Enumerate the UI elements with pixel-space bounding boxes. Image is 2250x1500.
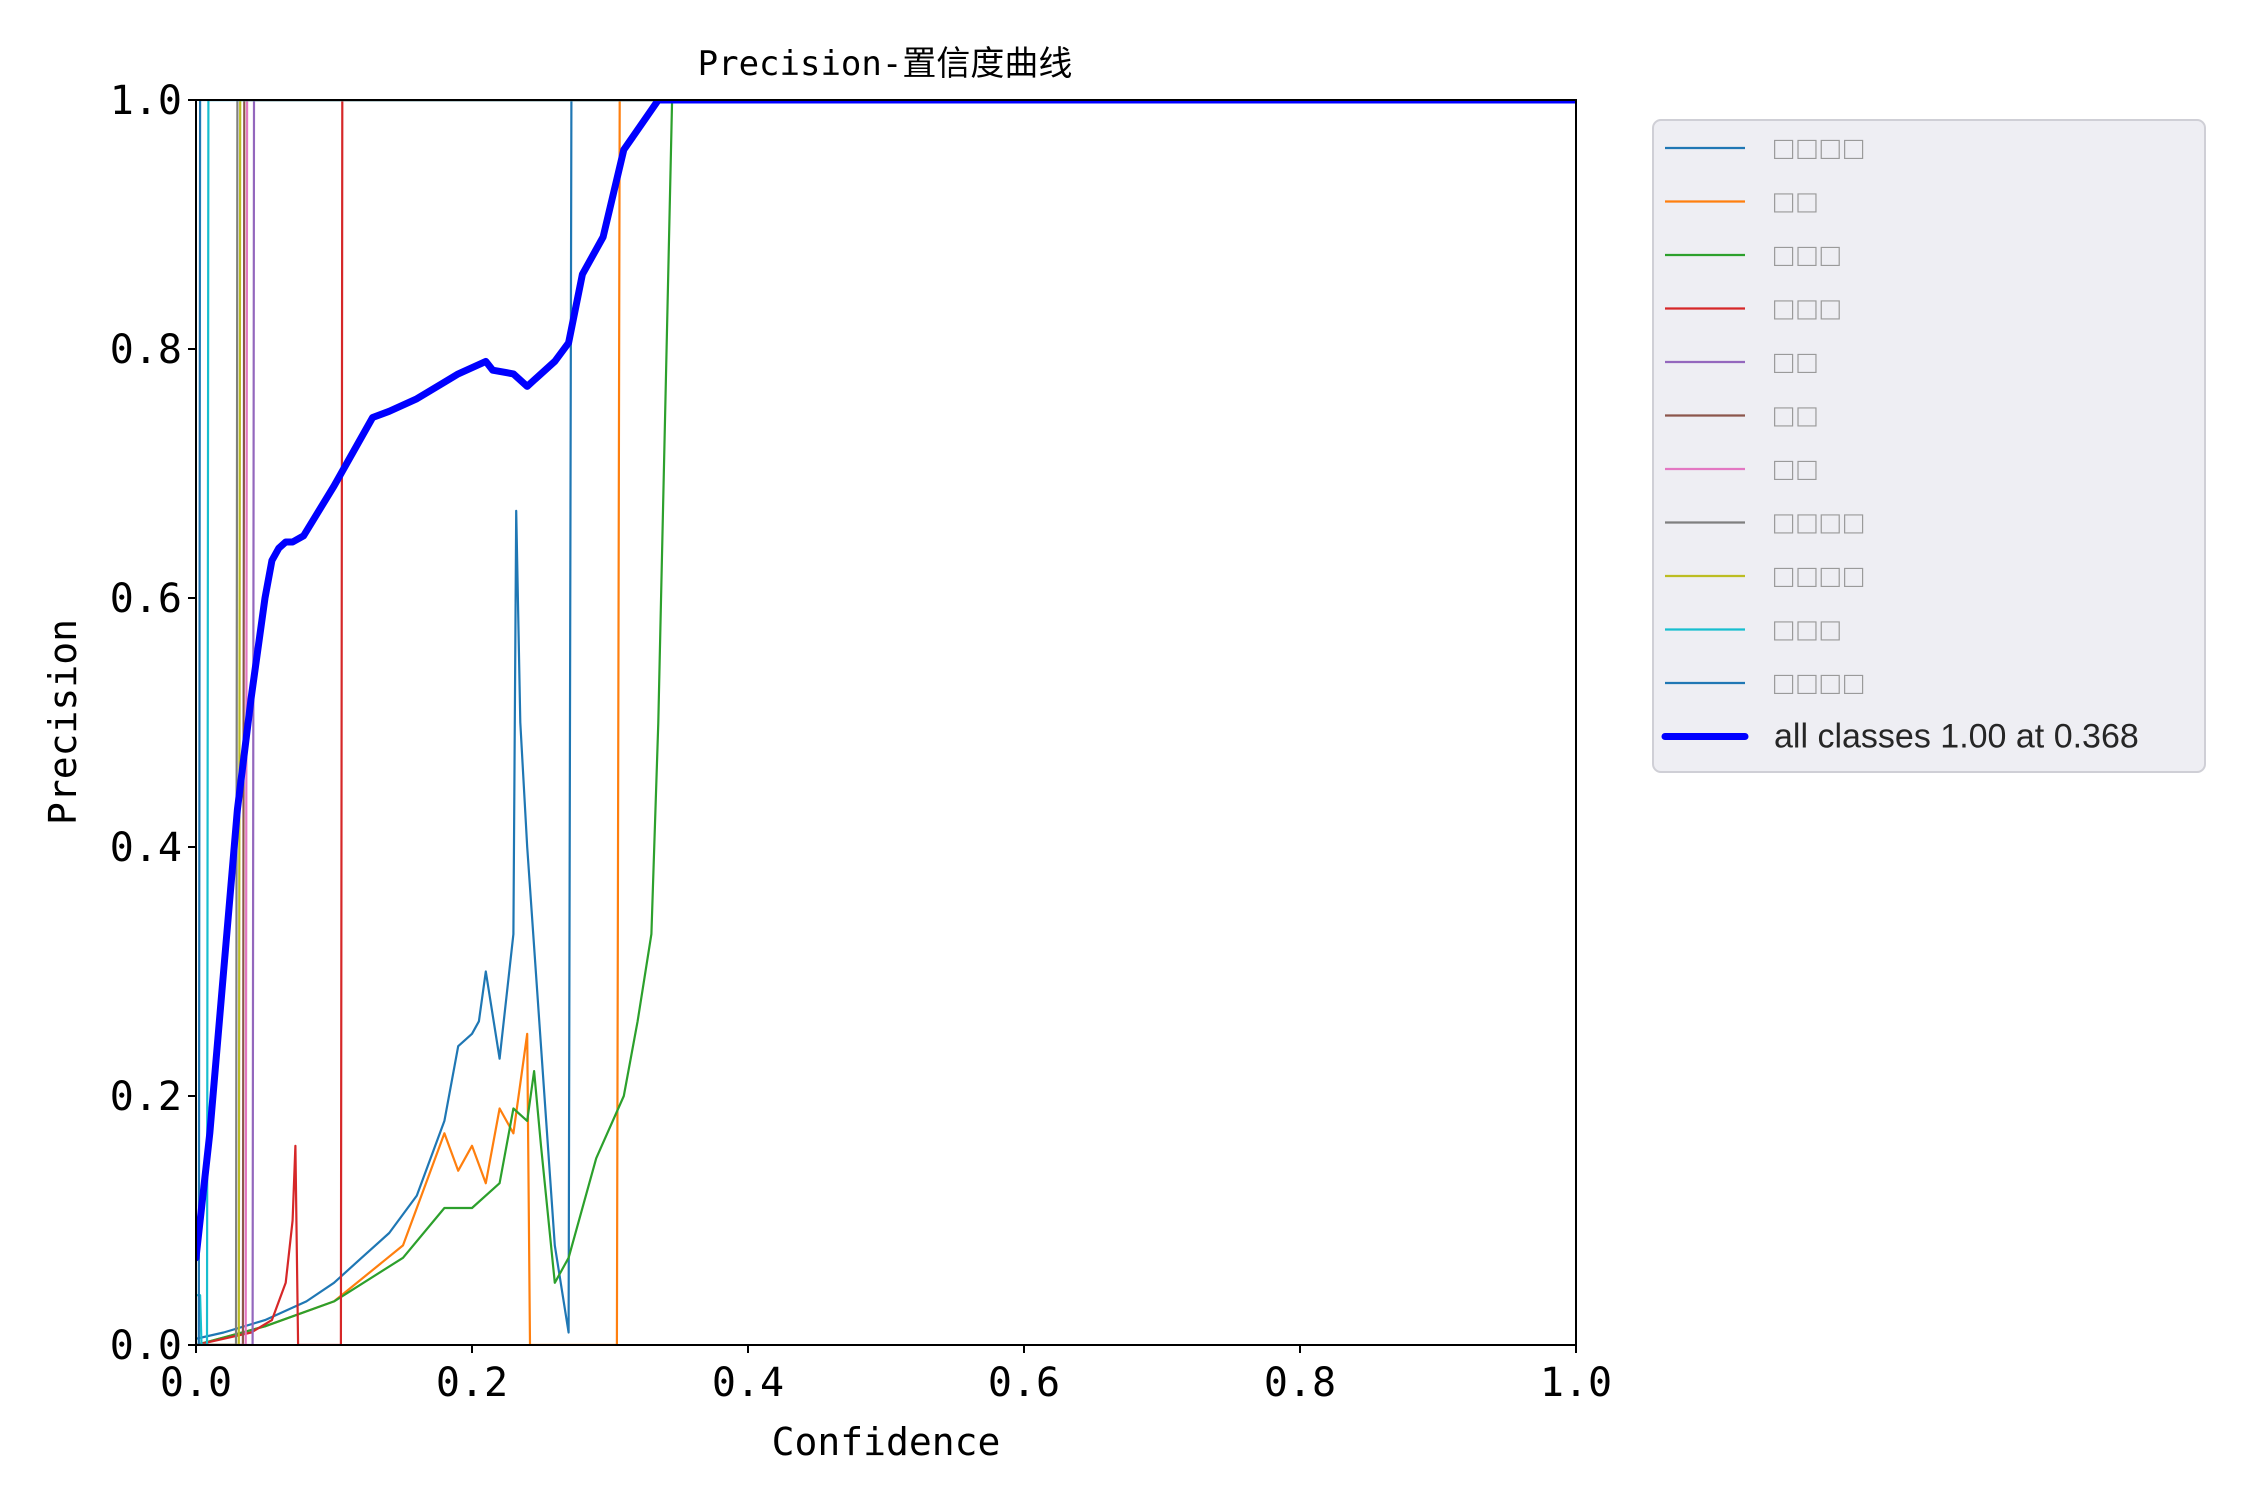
x-tick-label: 0.8 xyxy=(1264,1360,1336,1406)
legend-label-7: □□ xyxy=(1774,451,1821,487)
legend-box xyxy=(1652,119,2206,773)
series-layer xyxy=(196,100,1576,1345)
x-tick-label: 0.0 xyxy=(160,1360,232,1406)
y-tick-label: 0.6 xyxy=(110,576,182,622)
series-line-5 xyxy=(196,100,1576,1345)
x-axis-ticks: 0.0 0.2 0.4 0.6 0.8 1.0 xyxy=(160,1345,1612,1406)
plot-frame xyxy=(195,99,1577,1346)
y-tick-label: 1.0 xyxy=(110,78,182,124)
legend-label-8: □□□□ xyxy=(1774,505,1867,541)
series-line-3 xyxy=(196,100,1576,1345)
x-tick-label: 0.6 xyxy=(988,1360,1060,1406)
legend-label-5: □□ xyxy=(1774,344,1821,380)
chart-title: Precision-置信度曲线 xyxy=(698,44,1073,84)
y-tick-label: 0.8 xyxy=(110,327,182,373)
x-tick-label: 0.4 xyxy=(712,1360,784,1406)
legend-label-10: □□□ xyxy=(1774,612,1844,648)
series-line-2 xyxy=(196,100,1576,1345)
legend-label-9: □□□□ xyxy=(1774,558,1867,594)
series-line-4 xyxy=(196,100,1576,1345)
y-tick-label: 0.4 xyxy=(110,825,182,871)
legend-label-6: □□ xyxy=(1774,398,1821,434)
x-tick-label: 0.2 xyxy=(436,1360,508,1406)
x-axis-label: Confidence xyxy=(772,1420,1001,1464)
all-classes-line xyxy=(196,100,1576,1262)
legend: □□□□□□□□□□□□□□□□□□□□□□□□□□□□□□□□□all cla… xyxy=(1652,119,2206,773)
legend-label-2: □□ xyxy=(1774,184,1821,220)
series-line-1 xyxy=(196,100,1576,1340)
legend-label-3: □□□ xyxy=(1774,237,1844,273)
legend-label-4: □□□ xyxy=(1774,291,1844,327)
x-tick-label: 1.0 xyxy=(1540,1360,1612,1406)
legend-label-11: □□□□ xyxy=(1774,665,1867,701)
y-tick-label: 0.2 xyxy=(110,1074,182,1120)
y-axis-ticks: 0.0 0.2 0.4 0.6 0.8 1.0 xyxy=(110,78,196,1369)
legend-label-1: □□□□ xyxy=(1774,130,1867,166)
series-line-8 xyxy=(196,100,1576,1345)
y-tick-label: 0.0 xyxy=(110,1323,182,1369)
legend-label-all-classes: all classes 1.00 at 0.368 xyxy=(1774,718,2139,756)
series-line-6 xyxy=(196,100,1576,1345)
y-axis-label: Precision xyxy=(41,619,85,825)
series-line-9 xyxy=(196,100,1576,1345)
